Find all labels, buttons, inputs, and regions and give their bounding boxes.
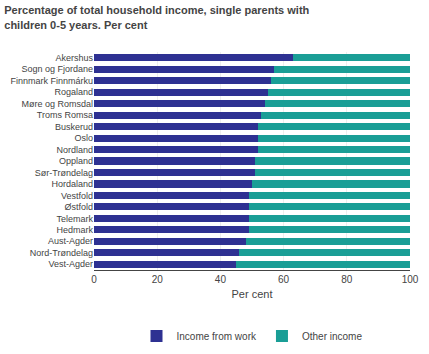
- svg-text:Other income: Other income: [302, 331, 362, 342]
- svg-text:Buskerud: Buskerud: [55, 122, 93, 132]
- svg-text:Vestfold: Vestfold: [61, 191, 93, 201]
- svg-text:Nord-Trøndelag: Nord-Trøndelag: [30, 248, 93, 258]
- svg-text:Hordaland: Hordaland: [51, 179, 93, 189]
- svg-text:40: 40: [215, 274, 227, 285]
- svg-text:Aust-Agder: Aust-Agder: [48, 236, 93, 246]
- svg-text:Telemark: Telemark: [56, 214, 93, 224]
- svg-text:100: 100: [402, 274, 419, 285]
- svg-text:Hedmark: Hedmark: [56, 225, 93, 235]
- svg-text:Finnmark Finnmárku: Finnmark Finnmárku: [10, 76, 93, 86]
- svg-text:Troms Romsa: Troms Romsa: [37, 110, 93, 120]
- svg-text:Rogaland: Rogaland: [54, 87, 93, 97]
- svg-text:60: 60: [278, 274, 290, 285]
- svg-text:Østfold: Østfold: [64, 202, 93, 212]
- svg-text:20: 20: [152, 274, 164, 285]
- svg-text:Sør-Trøndelag: Sør-Trøndelag: [35, 168, 93, 178]
- svg-text:Oslo: Oslo: [74, 133, 93, 143]
- svg-text:Sogn og Fjordane: Sogn og Fjordane: [21, 64, 93, 74]
- svg-text:0: 0: [91, 274, 97, 285]
- svg-text:Møre og Romsdal: Møre og Romsdal: [21, 99, 93, 109]
- svg-text:Akershus: Akershus: [55, 53, 93, 63]
- svg-text:Per cent: Per cent: [232, 288, 273, 300]
- svg-text:Percentage of total household: Percentage of total household income, si…: [4, 4, 309, 30]
- svg-text:80: 80: [341, 274, 353, 285]
- svg-text:Nordland: Nordland: [56, 145, 93, 155]
- svg-text:Vest-Agder: Vest-Agder: [48, 259, 93, 269]
- svg-text:Oppland: Oppland: [59, 156, 93, 166]
- svg-text:Income from work: Income from work: [177, 331, 257, 342]
